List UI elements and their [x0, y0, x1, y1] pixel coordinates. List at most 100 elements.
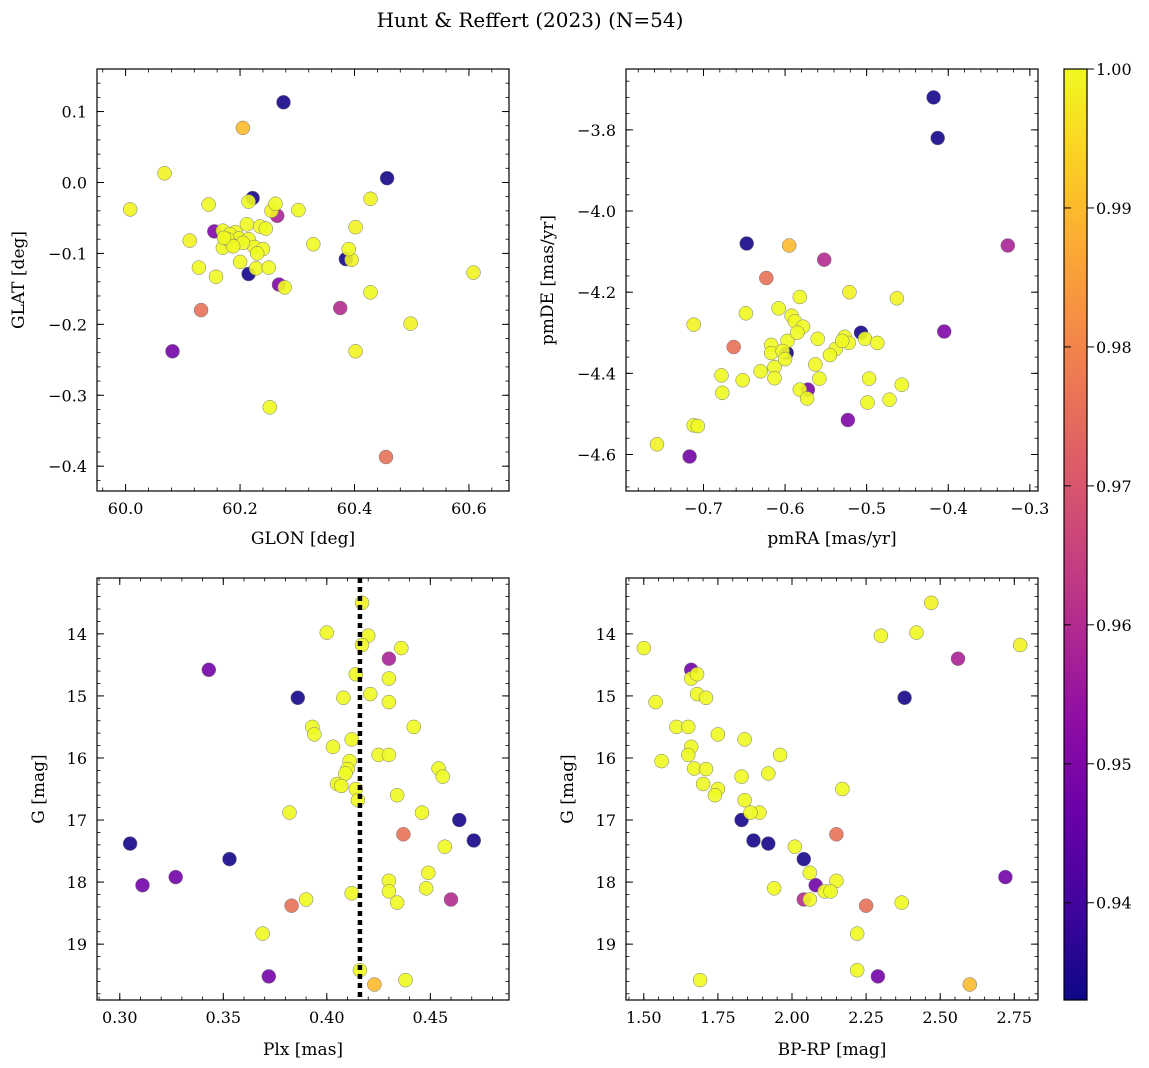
panel-pm-xtick-label: −0.6: [766, 499, 805, 518]
panel-pm-point-36: [894, 377, 910, 392]
panel-plx-point-31: [282, 805, 297, 820]
panel-pm-points: [649, 90, 1016, 464]
panel-plx-point-36: [437, 839, 453, 854]
panel-cmd-point-0: [924, 595, 939, 611]
panel-sky-point-44: [348, 344, 363, 359]
panel-sky-point-35: [208, 269, 224, 285]
panel-pm-frame: [625, 68, 1039, 492]
panel-pm-point-43: [840, 412, 856, 428]
panel-cmd-point-20: [654, 753, 669, 769]
panel-plx-ticks: 0.30 0.35 0.40 0.45 14 15 16 17 18 19: [67, 578, 509, 1027]
panel-plx-point-53: [367, 977, 382, 992]
panel-cmd-point-42: [766, 881, 782, 896]
panel-plx-point-51: [261, 969, 277, 984]
panel-sky-xtick-label: 60.0: [108, 499, 144, 518]
panel-pm-point-6: [759, 270, 774, 286]
panel-cmd-point-51: [870, 969, 886, 984]
panel-cmd-ytick-label: 15: [596, 687, 616, 706]
panel-sky-point-33: [248, 261, 264, 276]
panel-sky-point-31: [232, 254, 248, 270]
panel-cmd-point-39: [998, 869, 1013, 885]
panel-cmd-xtick-label: 1.50: [626, 1008, 662, 1027]
panel-plx-ytick-label: 18: [67, 873, 87, 892]
panel-plx-ytick-label: 17: [67, 811, 87, 830]
panel-sky-point-1: [235, 120, 251, 136]
panel-pm-point-53: [834, 333, 850, 349]
panel-plx-point-48: [284, 898, 299, 913]
colorbar-tick-label: 1.00: [1096, 60, 1132, 79]
panel-sky-point-6: [363, 191, 378, 207]
panel-sky-point-0: [276, 95, 291, 110]
panel-cmd-xlabel: BP-RP [mag]: [778, 1040, 887, 1060]
panel-cmd-point-28: [707, 787, 723, 803]
panel-plx-xtick-label: 0.30: [102, 1008, 138, 1027]
panel-cmd-point-35: [761, 836, 776, 851]
panel-pm-point-51: [822, 347, 838, 363]
panel-cmd-point-45: [802, 892, 818, 907]
panel-plx-xtick-label: 0.40: [309, 1008, 345, 1027]
panel-cmd-ylabel: G [mag]: [558, 754, 578, 823]
panel-sky-point-27: [306, 236, 321, 252]
panel-plx-point-46: [443, 892, 459, 907]
panel-cmd-point-14: [680, 719, 696, 735]
panel-pm-point-0: [926, 90, 941, 105]
panel-cmd-ytick-label: 17: [596, 811, 616, 830]
panel-pm-point-34: [735, 372, 750, 388]
panel-plx-point-4: [394, 640, 409, 656]
panel-plx-ytick-label: 19: [67, 935, 87, 954]
panel-sky-point-36: [466, 265, 481, 280]
colorbar-tick-label: 0.95: [1096, 755, 1132, 774]
panel-cmd-xtick-label: 2.00: [774, 1008, 810, 1027]
panel-sky-points: [122, 95, 481, 465]
panel-pm-ylabel: pmDE [mas/yr]: [538, 215, 558, 345]
panel-plx-point-37: [222, 851, 237, 867]
colorbar-tick-label: 0.99: [1096, 199, 1132, 218]
panel-cmd-frame: [625, 577, 1039, 1001]
panel-pm-point-9: [889, 291, 905, 306]
colorbar-tick-label: 0.96: [1096, 616, 1132, 635]
panel-sky-ytick-label: −0.3: [48, 386, 87, 405]
panel-cmd-point-27: [835, 781, 850, 797]
panel-cmd-point-52: [692, 972, 708, 988]
panel-sky-ytick-label: −0.2: [48, 315, 87, 334]
panel-cmd-point-36: [787, 839, 803, 854]
panel-pm-xtick-label: −0.3: [1010, 499, 1049, 518]
panel-cmd-point-24: [734, 769, 749, 784]
panel-cmd-point-47: [894, 895, 909, 910]
panel-pm-point-2: [739, 236, 754, 251]
panel-plx-point-1: [319, 625, 335, 640]
panel-plx-ylabel: G [mag]: [29, 754, 49, 823]
panel-cmd-point-53: [962, 977, 978, 992]
panel-cmd-point-18: [680, 747, 696, 763]
panel-cmd-point-22: [698, 761, 714, 777]
panel-plx-point-6: [201, 662, 217, 678]
panel-pm-point-28: [726, 339, 741, 355]
panel-plx-point-8: [381, 671, 397, 686]
panel-plx-point-19: [381, 747, 397, 763]
panel-plx-point-30: [414, 805, 430, 820]
panel-cmd-point-2: [873, 628, 889, 643]
colorbar-tick-label: 0.94: [1096, 894, 1132, 913]
panel-cmd-point-10: [648, 694, 663, 710]
panel-pm-point-52: [753, 364, 768, 379]
panel-cmd-point-16: [737, 732, 752, 747]
panel-pm-xtick-label: −0.4: [929, 499, 968, 518]
panel-plx-point-26: [334, 778, 349, 794]
panel-pm-point-39: [715, 385, 730, 401]
panel-pm-point-46: [649, 437, 665, 452]
panel-sky-point-10: [291, 202, 306, 218]
panel-pm-point-8: [792, 289, 808, 305]
panel-sky-point-3: [379, 170, 395, 186]
panel-pm-point-19: [857, 331, 873, 347]
panel-pm-point-48: [790, 325, 805, 340]
panel-cmd-xtick-label: 2.50: [922, 1008, 958, 1027]
panel-plx-point-34: [466, 833, 482, 848]
panel-cmd-ytick-label: 14: [596, 625, 616, 644]
panel-pm-xtick-label: −0.5: [847, 499, 886, 518]
panel-sky-point-28: [341, 241, 357, 257]
panel-sky-point-52: [249, 246, 265, 261]
panel-cmd-point-11: [698, 690, 714, 706]
colorbar-tick-label: 0.97: [1096, 477, 1132, 496]
panel-sky-point-41: [332, 300, 348, 316]
panel-pm-ytick-label: −4.0: [577, 202, 616, 221]
